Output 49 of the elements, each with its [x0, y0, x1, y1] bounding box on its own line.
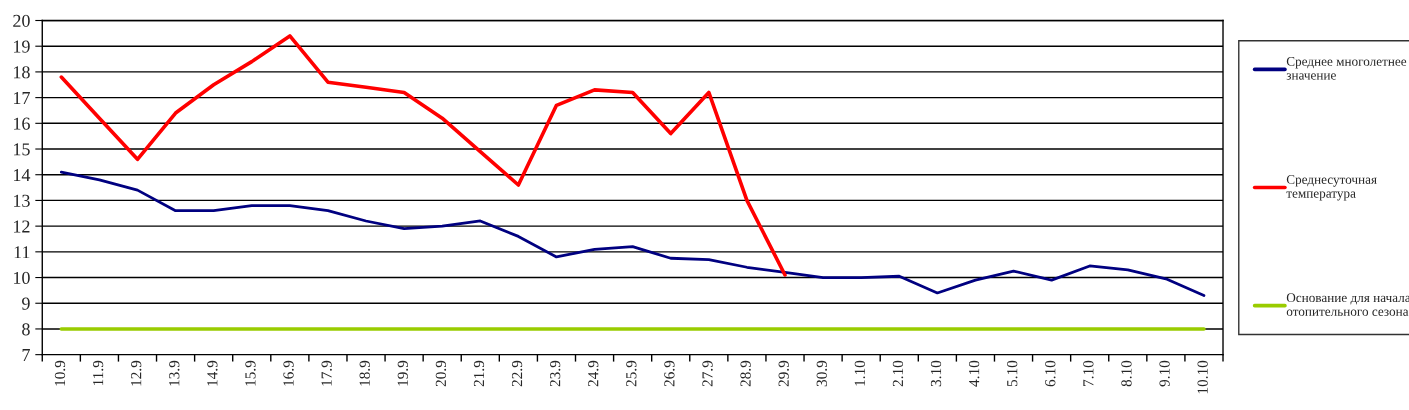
y-tick-label: 7 — [22, 349, 30, 361]
y-tick-label: 14 — [14, 169, 31, 181]
x-tick-label: 24.9 — [588, 360, 599, 387]
x-tick-label: 12.9 — [131, 360, 142, 386]
x-tick-label: 9.10 — [1159, 360, 1170, 387]
x-tick-label: 13.9 — [169, 360, 180, 386]
x-tick-label: 16.9 — [283, 360, 294, 386]
line-series — [59, 170, 1206, 297]
x-tick-label: 21.9 — [473, 360, 485, 387]
x-tick-label: 14.9 — [207, 360, 218, 386]
legend-label: Среднесуточная температура — [1286, 175, 1377, 201]
x-tick-label: 11.9 — [92, 360, 104, 386]
x-tick-label: 26.9 — [664, 360, 675, 387]
x-tick-label: 2.10 — [892, 360, 904, 387]
y-tick-label: 20 — [13, 14, 30, 27]
x-tick-label: 3.10 — [930, 360, 942, 387]
x-tick-label: 28.9 — [740, 360, 751, 387]
y-tick-label: 9 — [22, 297, 30, 310]
x-tick-label: 15.9 — [245, 360, 256, 386]
legend-label: Среднее многолетнее значение — [1286, 56, 1407, 80]
x-tick-label: 22.9 — [511, 360, 523, 387]
x-tick-label: 6.10 — [1045, 360, 1056, 387]
y-tick-label: 18 — [14, 66, 30, 79]
x-tick-label: 7.10 — [1083, 360, 1094, 386]
x-tick-label: 23.9 — [550, 360, 561, 387]
x-tick-label: 17.9 — [321, 360, 332, 386]
x-tick-label: 8.10 — [1121, 360, 1132, 387]
y-tick-label: 8 — [22, 323, 30, 336]
y-tick-label: 19 — [14, 40, 30, 53]
x-tick-label: 1.10 — [854, 360, 866, 386]
y-tick-label: 10 — [14, 271, 30, 284]
x-tick-label: 10.9 — [54, 360, 66, 386]
x-tick-label: 25.9 — [626, 360, 637, 387]
y-tick-label: 17 — [14, 91, 30, 104]
x-tick-label: 5.10 — [1007, 360, 1018, 387]
x-tick-label: 19.9 — [397, 360, 408, 386]
x-tick-label: 29.9 — [778, 360, 789, 387]
x-tick-label: 30.9 — [816, 360, 827, 387]
y-tick-label: 12 — [14, 220, 30, 233]
y-tick-label: 15 — [14, 143, 30, 156]
x-tick-label: 27.9 — [702, 360, 713, 387]
x-tick-label: 18.9 — [359, 360, 370, 386]
x-tick-label: 10.10 — [1197, 360, 1208, 394]
line-series — [59, 34, 787, 277]
y-tick-label: 13 — [14, 194, 30, 207]
x-tick-label: 4.10 — [968, 360, 980, 387]
y-tick-label: 11 — [14, 246, 30, 259]
x-tick-label: 20.9 — [435, 360, 447, 387]
y-tick-label: 16 — [14, 117, 30, 130]
